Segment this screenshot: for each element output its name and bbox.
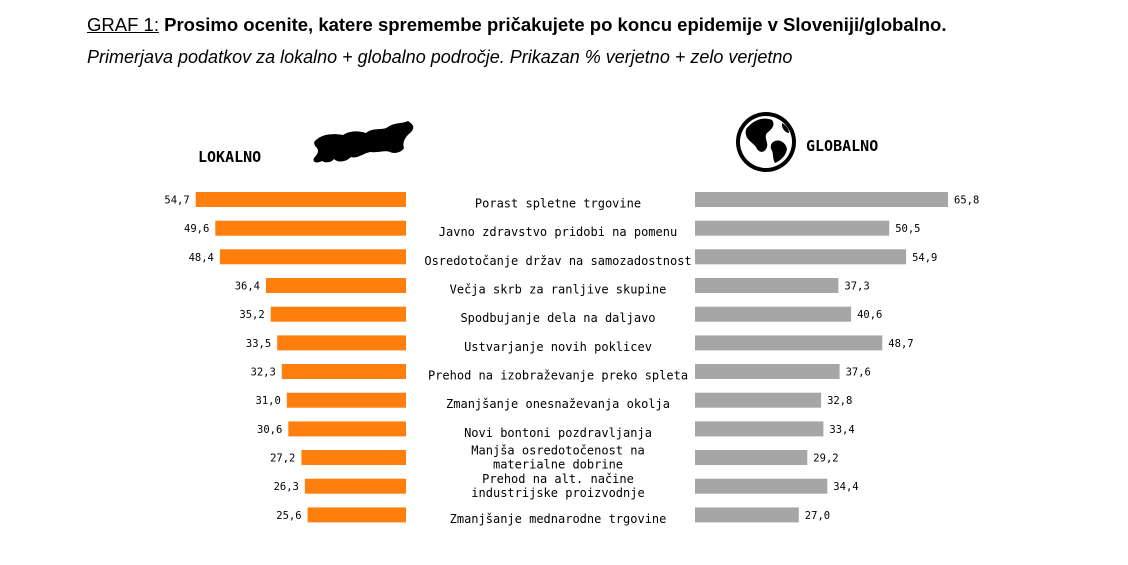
bar-global [695,507,799,523]
data-label-local: 54,7 [164,195,189,207]
chart-number: GRAF 1: [87,14,159,35]
data-label-local: 31,0 [256,395,281,407]
bar-global [695,335,883,351]
data-label-global: 54,9 [912,252,937,264]
category-label: Porast spletne trgovine [475,197,641,211]
bar-local [270,306,406,322]
category-labels: Porast spletne trgovine Javno zdravstvo p… [424,197,691,526]
category-label: Večja skrb za ranljive skupine [450,283,667,297]
bar-global [695,392,822,408]
slovenia-map-icon [313,121,414,163]
bar-local [266,278,406,293]
data-label-local: 32,3 [251,367,276,379]
category-label: Javno zdravstvo pridobi na pomenu [439,225,677,239]
bar-local [286,392,406,408]
bar-global [695,306,852,322]
category-label: Prehod na izobraževanje preko spleta [428,369,688,383]
legend-global: GLOBALNO [806,137,878,155]
bar-global [695,478,828,494]
bar-global [695,364,840,379]
bar-local [195,192,406,207]
data-label-global: 34,4 [833,481,858,493]
local-series: 54,7 49,6 48,4 36,4 35,2 33,5 32,3 31,0 30,6 27,2… [164,192,406,523]
bar-global [695,421,824,437]
chart-subtitle: Primerjava podatkov za lokalno + globaln… [87,47,793,67]
bar-global [695,249,907,265]
data-label-global: 32,8 [827,395,852,407]
data-label-local: 33,5 [246,338,271,350]
chart-heading: GRAF 1: Prosimo ocenite, katere sprememb… [87,14,946,36]
data-label-global: 37,3 [844,281,869,293]
global-series: 65,8 50,5 54,9 37,3 40,6 48,7 37,6 32,8 33,4 29,2… [695,192,979,523]
bar-local [219,249,406,265]
bar-local [288,421,406,437]
data-label-global: 27,0 [805,510,830,522]
bar-local [215,220,406,236]
category-label: materialne dobrine [493,458,623,472]
category-label: Manjša osredotočenost na [471,444,644,458]
data-label-global: 50,5 [895,223,920,235]
bar-global [695,192,948,207]
data-label-local: 35,2 [239,309,264,321]
category-label: Ustvarjanje novih poklicev [464,340,652,354]
data-label-local: 30,6 [257,424,282,436]
legend-local: LOKALNO [198,148,261,166]
data-label-global: 29,2 [813,453,838,465]
data-label-global: 40,6 [857,309,882,321]
data-label-local: 49,6 [184,223,209,235]
data-label-global: 37,6 [846,367,871,379]
chart-title: Prosimo ocenite, katere spremembe pričak… [164,14,947,35]
data-label-local: 26,3 [274,481,299,493]
bar-local [304,478,406,494]
bar-local [277,335,406,351]
bar-local [281,364,406,379]
data-label-local: 36,4 [235,281,260,293]
category-label: industrijske proizvodnje [471,486,644,500]
bar-local [301,450,406,465]
data-label-global: 48,7 [888,338,913,350]
bar-global [695,450,808,465]
category-label: Osredotočanje držav na samozadostnost [424,254,691,268]
data-label-local: 27,2 [270,453,295,465]
data-label-local: 25,6 [276,510,301,522]
category-label: Zmanjšanje mednarodne trgovine [450,512,667,526]
data-label-global: 65,8 [954,195,979,207]
category-label: Novi bontoni pozdravljanja [464,426,652,440]
category-label: Prehod na alt. načine [482,472,634,486]
bar-global [695,220,890,236]
data-label-global: 33,4 [829,424,854,436]
globe-icon [736,112,796,172]
bar-local [307,507,406,523]
category-label: Zmanjšanje onesnaževanja okolja [446,397,670,411]
category-label: Spodbujanje dela na daljavo [460,311,655,325]
bar-global [695,278,839,293]
data-label-local: 48,4 [189,252,214,264]
